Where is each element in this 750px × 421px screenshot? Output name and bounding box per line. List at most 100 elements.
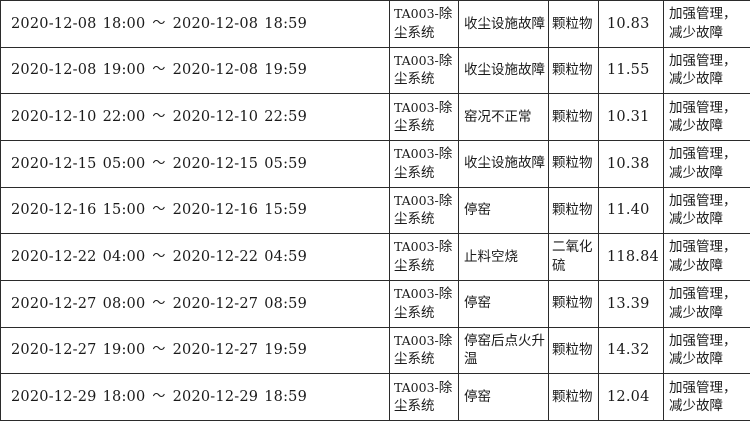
period-end-date: 2020-12-16 bbox=[172, 202, 259, 219]
period-separator: ～ bbox=[152, 247, 166, 263]
cell-monitoring-period: 2020-12-29 18:00 ～ 2020-12-29 18:59 bbox=[0, 373, 390, 421]
cell-pollutant-type: 颗粒物 bbox=[548, 279, 599, 328]
system-name: 除尘系统 bbox=[394, 146, 453, 181]
period-start: 2020-12-10 22:00 bbox=[11, 109, 145, 126]
cell-exceedance-cause: 停窑 bbox=[458, 373, 549, 421]
pollutant-type-label: 颗粒物 bbox=[552, 342, 593, 359]
period-end-date: 2020-12-08 bbox=[172, 62, 259, 79]
corrective-measure-label: 加强管理，减少故障 bbox=[669, 99, 737, 135]
cell-pollutant-type: 颗粒物 bbox=[548, 326, 599, 375]
pollutant-type-label: 二氧化硫 bbox=[552, 239, 593, 275]
emission-system-label: TA003-除尘系统 bbox=[390, 332, 458, 369]
period-separator: ～ bbox=[152, 201, 166, 217]
measured-value-text: 118.84 bbox=[607, 249, 659, 266]
corrective-measure-label: 加强管理，减少故障 bbox=[669, 379, 737, 415]
measured-value-text: 11.40 bbox=[607, 202, 650, 219]
period-start-date: 2020-12-08 bbox=[11, 15, 97, 32]
period-separator: ～ bbox=[152, 387, 166, 403]
period-start: 2020-12-27 08:00 bbox=[11, 296, 145, 313]
system-code: TA003- bbox=[394, 192, 439, 208]
period-separator: ～ bbox=[152, 154, 166, 170]
cell-exceedance-cause: 停窑 bbox=[458, 279, 549, 328]
table-row: 2020-12-10 22:00 ～ 2020-12-10 22:59 TA003-除尘系… bbox=[0, 93, 750, 141]
cell-pollutant-type: 二氧化硫 bbox=[548, 233, 599, 281]
period-end-time: 19:59 bbox=[264, 62, 308, 79]
cell-exceedance-cause: 收尘设施故障 bbox=[458, 46, 549, 95]
period-start: 2020-12-16 15:00 bbox=[11, 202, 145, 219]
measured-value-text: 10.83 bbox=[607, 15, 650, 32]
cell-measured-value: 13.39 bbox=[598, 279, 664, 328]
emission-system-label: TA003-除尘系统 bbox=[390, 192, 458, 229]
period-start: 2020-12-08 19:00 bbox=[11, 62, 145, 79]
period-end-date: 2020-12-22 bbox=[172, 248, 259, 265]
cell-measured-value: 10.83 bbox=[598, 0, 664, 48]
exceedance-cause-label: 收尘设施故障 bbox=[464, 62, 545, 79]
emission-system-label: TA003-除尘系统 bbox=[390, 145, 458, 182]
period-end-time: 04:59 bbox=[264, 248, 308, 265]
pollutant-type-label: 颗粒物 bbox=[552, 15, 593, 32]
measured-value-text: 12.04 bbox=[607, 389, 650, 406]
system-code: TA003- bbox=[394, 332, 439, 348]
cell-emission-system: TA003-除尘系统 bbox=[389, 0, 459, 48]
period-start-time: 08:00 bbox=[102, 295, 146, 312]
cell-emission-system: TA003-除尘系统 bbox=[389, 186, 459, 235]
emission-system-label: TA003-除尘系统 bbox=[390, 99, 458, 136]
system-name: 除尘系统 bbox=[394, 332, 453, 368]
pollutant-type-label: 颗粒物 bbox=[552, 202, 593, 219]
pollutant-type-label: 颗粒物 bbox=[552, 388, 593, 405]
cell-corrective-measure: 加强管理，减少故障 bbox=[663, 0, 750, 48]
cell-corrective-measure: 加强管理，减少故障 bbox=[663, 326, 750, 375]
cell-measured-value: 11.55 bbox=[598, 46, 664, 95]
table-row: 2020-12-29 18:00 ～ 2020-12-29 18:59 TA003-除尘系… bbox=[0, 373, 750, 421]
cell-exceedance-cause: 收尘设施故障 bbox=[458, 139, 549, 188]
period-end: 2020-12-10 22:59 bbox=[173, 109, 307, 126]
period-start-date: 2020-12-15 bbox=[11, 155, 97, 172]
cell-corrective-measure: 加强管理，减少故障 bbox=[663, 46, 750, 95]
cell-exceedance-cause: 收尘设施故障 bbox=[458, 0, 549, 48]
period-end-time: 08:59 bbox=[264, 295, 308, 312]
period-start-date: 2020-12-27 bbox=[11, 295, 97, 312]
period-start-time: 05:00 bbox=[102, 155, 146, 172]
system-name: 除尘系统 bbox=[394, 52, 453, 88]
period-start-time: 15:00 bbox=[102, 202, 146, 219]
system-code: TA003- bbox=[394, 379, 439, 395]
table-row: 2020-12-27 08:00 ～ 2020-12-27 08:59 TA003-除尘系… bbox=[0, 279, 750, 328]
cell-corrective-measure: 加强管理，减少故障 bbox=[663, 93, 750, 141]
system-code: TA003- bbox=[394, 6, 439, 22]
period-end-date: 2020-12-27 bbox=[172, 295, 259, 312]
period-separator: ～ bbox=[152, 14, 166, 30]
exceedance-cause-label: 止料空烧 bbox=[464, 248, 518, 265]
cell-emission-system: TA003-除尘系统 bbox=[389, 373, 459, 421]
period-start-time: 19:00 bbox=[102, 342, 146, 359]
period-end-date: 2020-12-15 bbox=[172, 155, 259, 172]
cell-exceedance-cause: 止料空烧 bbox=[458, 233, 549, 281]
pollutant-type-label: 颗粒物 bbox=[552, 295, 593, 312]
corrective-measure-label: 加强管理，减少故障 bbox=[669, 6, 737, 41]
emission-system-label: TA003-除尘系统 bbox=[390, 238, 458, 275]
period-end: 2020-12-15 05:59 bbox=[173, 156, 307, 173]
corrective-measure-label: 加强管理，减少故障 bbox=[669, 192, 737, 228]
cell-corrective-measure: 加强管理，减少故障 bbox=[663, 186, 750, 235]
cell-corrective-measure: 加强管理，减少故障 bbox=[663, 373, 750, 421]
system-code: TA003- bbox=[394, 99, 439, 115]
cell-monitoring-period: 2020-12-10 22:00 ～ 2020-12-10 22:59 bbox=[0, 93, 390, 141]
cell-measured-value: 12.04 bbox=[598, 373, 664, 421]
cell-exceedance-cause: 停窑后点火升温 bbox=[458, 326, 549, 375]
measured-value-text: 10.38 bbox=[607, 155, 650, 172]
cell-monitoring-period: 2020-12-16 15:00 ～ 2020-12-16 15:59 bbox=[0, 186, 390, 235]
period-end: 2020-12-16 15:59 bbox=[173, 202, 307, 219]
cell-corrective-measure: 加强管理，减少故障 bbox=[663, 279, 750, 328]
corrective-measure-label: 加强管理，减少故障 bbox=[669, 332, 737, 368]
period-end-time: 05:59 bbox=[264, 155, 308, 172]
cell-measured-value: 14.32 bbox=[598, 326, 664, 375]
cell-measured-value: 10.31 bbox=[598, 93, 664, 141]
emission-system-label: TA003-除尘系统 bbox=[390, 52, 458, 89]
exceedance-cause-label: 停窑 bbox=[464, 388, 491, 405]
cell-emission-system: TA003-除尘系统 bbox=[389, 326, 459, 375]
cell-exceedance-cause: 停窑 bbox=[458, 186, 549, 235]
cell-measured-value: 10.38 bbox=[598, 139, 664, 188]
period-end-time: 22:59 bbox=[264, 108, 308, 125]
measured-value-text: 14.32 bbox=[607, 342, 650, 359]
